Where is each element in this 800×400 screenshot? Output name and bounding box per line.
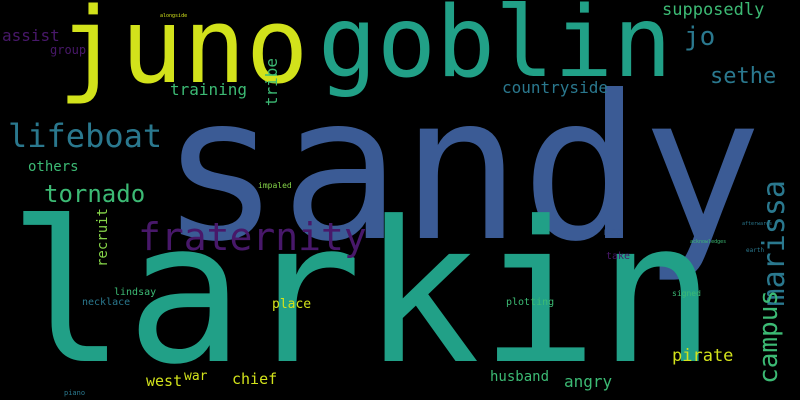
word-place: place [272, 297, 312, 312]
word-afterwards: afterwards [742, 221, 773, 227]
word-campus: campus [754, 290, 784, 384]
word-take: take [606, 251, 631, 262]
word-training: training [170, 80, 248, 99]
word-marissa: marissa [757, 180, 792, 307]
word-countryside: countryside [502, 78, 608, 97]
word-alongside: alongside [160, 13, 188, 19]
word-lindsay: lindsay [114, 287, 157, 298]
word-signed: signed [672, 289, 701, 298]
word-goblin: goblin [318, 0, 673, 100]
word-impaled: impaled [258, 181, 292, 190]
word-west: west [146, 372, 183, 390]
word-jo: jo [684, 22, 716, 52]
word-necklace: necklace [82, 297, 131, 308]
word-others: others [28, 159, 79, 175]
word-husband: husband [490, 369, 550, 385]
word-larkin: larkin [8, 180, 717, 400]
word-sethe: sethe [710, 64, 777, 89]
word-sandy: sandy [160, 53, 763, 286]
word-chief: chief [232, 370, 278, 388]
word-meg: meg [604, 227, 623, 238]
word-tornado: tornado [44, 180, 146, 208]
word-supposedly: supposedly [662, 0, 765, 20]
word-pirate: pirate [672, 346, 734, 366]
word-lifeboat: lifeboat [8, 117, 163, 155]
word-juno: juno [58, 0, 309, 107]
word-recruit: recruit [95, 208, 111, 268]
word-group: group [50, 43, 87, 57]
word-fraternity: fraternity [138, 215, 367, 259]
word-piano: piano [64, 389, 86, 397]
word-tribe: tribe [262, 58, 281, 107]
word-assist: assist [2, 26, 60, 45]
word-plotting: plotting [506, 297, 555, 308]
word-earth: earth [746, 247, 765, 254]
word-war: war [184, 369, 208, 384]
word-angry: angry [564, 372, 613, 391]
word-acknowledges: acknowledges [690, 239, 727, 245]
